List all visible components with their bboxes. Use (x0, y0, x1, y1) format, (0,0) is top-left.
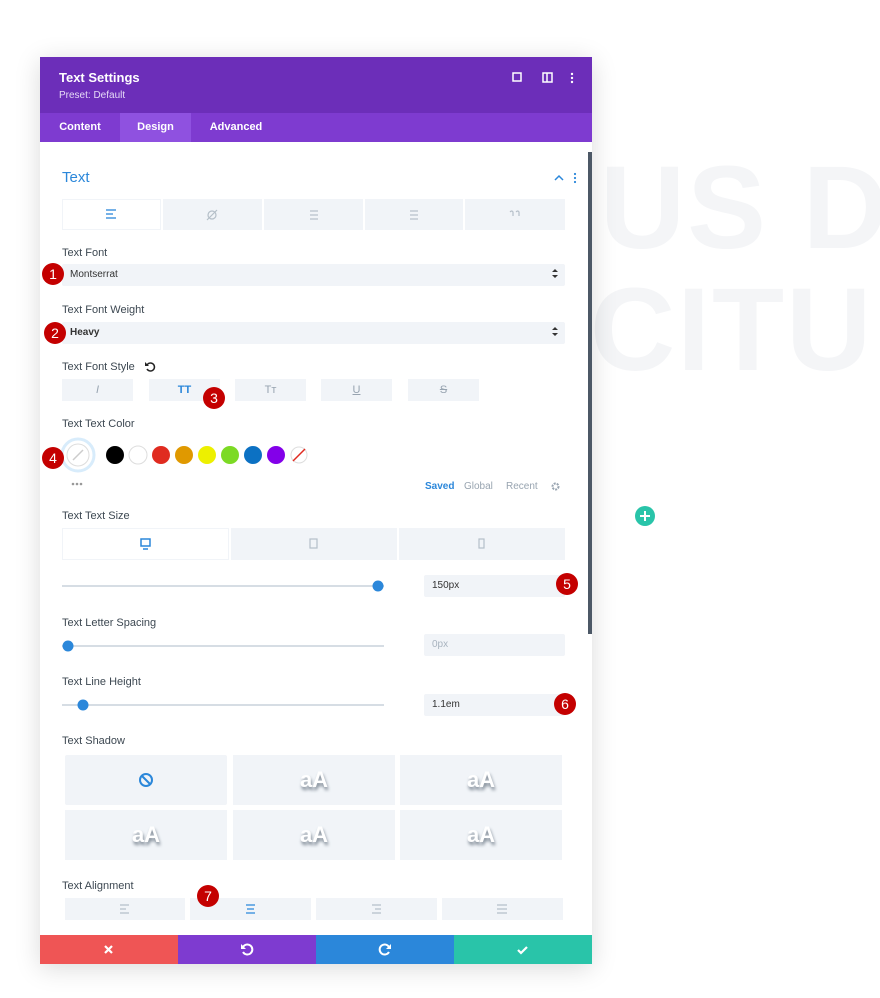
section-title: Text (62, 169, 90, 186)
color-tab[interactable]: Saved (425, 481, 455, 492)
annotation-badge: 6 (554, 693, 576, 715)
field-label: Text Shadow (62, 735, 125, 747)
shadow-preset[interactable]: aA (400, 810, 562, 860)
scrollbar (588, 152, 592, 634)
shadow-preset[interactable]: aA (400, 755, 562, 805)
color-swatch[interactable] (152, 446, 170, 464)
settings-panel: Text Settings Preset: Default Content Des… (40, 57, 592, 964)
shadow-preset[interactable]: aA (233, 810, 395, 860)
shadow-preset[interactable]: aA (65, 810, 227, 860)
line-height-input[interactable]: 1.1em (424, 694, 565, 716)
select-arrows (552, 269, 558, 336)
add-button[interactable] (634, 505, 656, 527)
shadow-preset[interactable]: aA (233, 755, 395, 805)
annotation-badge: 2 (44, 322, 66, 344)
alignment-buttons[interactable] (65, 898, 565, 920)
size-input[interactable]: 150px (424, 575, 565, 597)
field-label: Text Font Weight (62, 304, 145, 316)
color-tab[interactable]: Global (464, 481, 493, 492)
color-swatch[interactable] (221, 446, 239, 464)
section-icons (554, 172, 577, 184)
color-swatch[interactable] (175, 446, 193, 464)
background-text: CITU (590, 264, 874, 396)
preset[interactable]: Preset: Default (59, 90, 126, 101)
shadow-none[interactable] (65, 755, 227, 805)
font-style-button[interactable]: Tт (235, 379, 306, 401)
background-text: US D (600, 142, 880, 274)
tab-bar: Content Design Advanced (40, 113, 592, 142)
color-swatch[interactable] (128, 445, 148, 465)
spacing-input[interactable]: 0px (424, 634, 565, 656)
footer-buttons[interactable] (40, 935, 592, 964)
color-tab[interactable]: Recent (506, 481, 538, 492)
font-style-button[interactable]: TT (149, 379, 220, 401)
header-icons (512, 72, 574, 84)
field-label: Text Line Height (62, 676, 141, 688)
tab[interactable]: Design (120, 113, 191, 142)
color-swatch[interactable] (106, 446, 124, 464)
font-style-button[interactable]: I (62, 379, 133, 401)
color-swatch[interactable] (267, 446, 285, 464)
subtabs (62, 199, 565, 230)
color-swatch[interactable] (244, 446, 262, 464)
font-style-button[interactable]: U (321, 379, 392, 401)
annotation-badge: 7 (197, 885, 219, 907)
field-label: Text Text Color (62, 418, 135, 430)
annotation-badge: 4 (42, 447, 64, 469)
field-label: Text Text Size (62, 510, 130, 522)
annotation-badge: 3 (203, 387, 225, 409)
device-tabs (62, 528, 565, 560)
color-swatches (60, 437, 308, 486)
tab[interactable]: Content (59, 121, 101, 133)
none-icon (139, 773, 153, 787)
field-label: Text Font Style (62, 361, 135, 373)
color-swatch[interactable] (198, 446, 216, 464)
field-label: Text Alignment (62, 880, 134, 892)
font-style-button[interactable]: S (408, 379, 479, 401)
field-label: Text Letter Spacing (62, 617, 157, 629)
tab[interactable]: Advanced (209, 121, 263, 133)
header: Text Settings Preset: Default (40, 57, 592, 113)
reset-icon[interactable] (144, 361, 156, 373)
annotation-badge: 5 (556, 573, 578, 595)
title: Text Settings (59, 70, 140, 85)
sliders[interactable] (62, 577, 392, 717)
settings-icon[interactable] (550, 481, 561, 492)
field-label: Text Font (62, 247, 108, 259)
annotation-badge: 1 (42, 263, 64, 285)
font-select[interactable]: Montserrat (62, 264, 565, 286)
weight-select[interactable]: Heavy (62, 322, 565, 344)
